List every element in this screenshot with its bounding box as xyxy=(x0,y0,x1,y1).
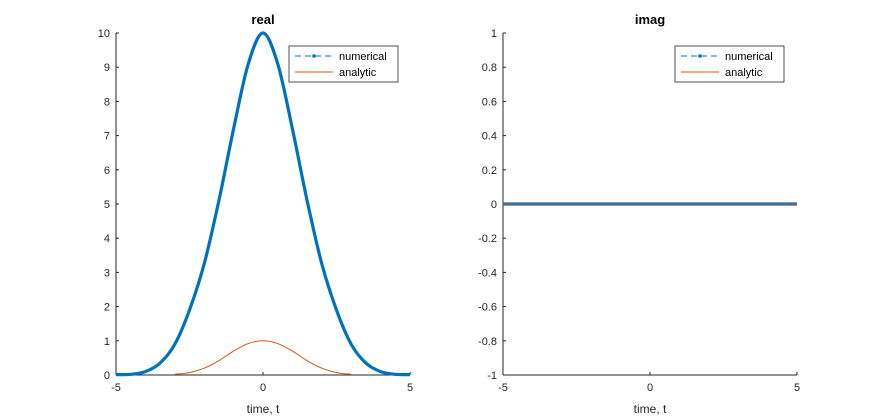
legend-marker-numerical xyxy=(312,54,316,58)
y-tick-label: -0.2 xyxy=(478,233,497,245)
y-tick-label: -1 xyxy=(487,370,497,382)
y-tick-label: -0.4 xyxy=(478,267,497,279)
plot-panel-imag: -1 -0.8 -0.6 -0.4 -0.2 0 0.2 0.4 0.6 0.8 1 -5 0 5 imag… xyxy=(478,12,800,416)
legend-label-numerical: numerical xyxy=(339,51,387,63)
series-line-analytic xyxy=(174,340,352,375)
plot-title: imag xyxy=(635,12,665,27)
y-tick-label: 0.2 xyxy=(482,165,497,177)
y-tick-label: 6 xyxy=(104,165,110,177)
series-line-numerical xyxy=(115,31,411,377)
x-tick-label: 0 xyxy=(647,382,653,394)
y-tick-label: -0.6 xyxy=(478,302,497,314)
legend-marker-numerical xyxy=(698,54,702,58)
legend-box xyxy=(674,45,785,83)
x-tick-label: 5 xyxy=(794,382,800,394)
y-tick-label: 7 xyxy=(104,131,110,143)
legend-box xyxy=(288,45,399,83)
y-tick-label: 1 xyxy=(491,28,497,40)
x-tick-label: 0 xyxy=(260,382,266,394)
y-tick-label: 0.6 xyxy=(482,96,497,108)
x-axis-label: time, t xyxy=(247,402,280,416)
y-tick-label: 0 xyxy=(104,370,110,382)
y-tick-label: 3 xyxy=(104,267,110,279)
legend-label-analytic: analytic xyxy=(339,67,377,79)
y-tick-label: 0.8 xyxy=(482,62,497,74)
legend: numerical analytic xyxy=(674,45,785,83)
y-tick-label: -0.8 xyxy=(478,336,497,348)
y-tick-label: 8 xyxy=(104,96,110,108)
legend: numerical analytic xyxy=(288,45,399,83)
x-tick-label: -5 xyxy=(498,382,508,394)
y-tick-label: 9 xyxy=(104,62,110,74)
y-tick-label: 2 xyxy=(104,302,110,314)
y-tick-label: 5 xyxy=(104,199,110,211)
y-tick-label: 0.4 xyxy=(482,131,497,143)
y-tick-label: 10 xyxy=(98,28,110,40)
x-tick-label: -5 xyxy=(111,382,121,394)
y-tick-label: 4 xyxy=(104,233,110,245)
plot-title: real xyxy=(251,12,274,27)
legend-label-analytic: analytic xyxy=(725,67,763,79)
y-tick-label: 1 xyxy=(104,336,110,348)
x-axis-label: time, t xyxy=(634,402,667,416)
legend-label-numerical: numerical xyxy=(725,51,773,63)
x-tick-label: 5 xyxy=(407,382,413,394)
y-tick-label: 0 xyxy=(491,199,497,211)
